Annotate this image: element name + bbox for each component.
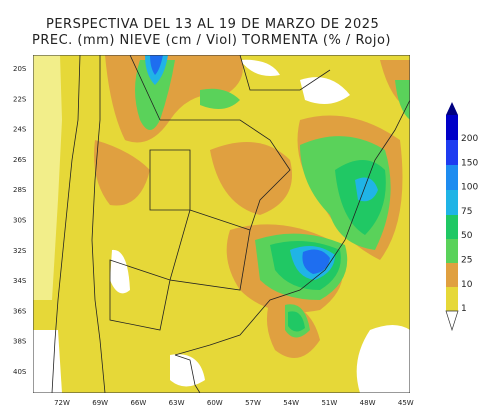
longitude-label: 54W (283, 399, 299, 407)
latitude-labels: 20S 22S 24S 26S 28S 30S 32S 34S 36S 38S 40S (13, 65, 27, 376)
longitude-label: 66W (130, 399, 146, 407)
longitude-label: 63W (169, 399, 185, 407)
latitude-label: 30S (13, 217, 27, 225)
latitude-label: 38S (13, 338, 27, 346)
longitude-label: 60W (207, 399, 223, 407)
colorbar-label: 25 (461, 256, 472, 266)
longitude-label: 51W (321, 399, 337, 407)
colorbar-label: 50 (461, 231, 473, 241)
longitude-label: 72W (54, 399, 70, 407)
title: PERSPECTIVA DEL 13 AL 19 DE MARZO DE 202… (46, 17, 379, 32)
latitude-label: 36S (13, 307, 27, 315)
latitude-label: 34S (13, 277, 27, 285)
latitude-label: 22S (13, 95, 27, 103)
subtitle: PREC. (mm) NIEVE (cm / Viol) TORMENTA (%… (32, 33, 391, 48)
latitude-label: 32S (13, 247, 27, 255)
latitude-label: 40S (13, 368, 27, 376)
longitude-label: 45W (398, 399, 414, 407)
longitude-labels: 72W 69W 66W 63W 60W 57W 54W 51W 48W 45W (54, 399, 414, 407)
latitude-label: 20S (13, 65, 27, 73)
colorbar-label: 75 (461, 207, 472, 217)
longitude-label: 69W (92, 399, 108, 407)
longitude-label: 48W (360, 399, 376, 407)
colorbar: 200 150 100 75 50 25 10 1 (445, 102, 478, 332)
colorbar-label: 1 (461, 304, 467, 314)
latitude-label: 26S (13, 156, 27, 164)
colorbar-label: 200 (461, 134, 478, 144)
precip-field (33, 55, 410, 393)
boundaries (51, 55, 410, 393)
colorbar-label: 100 (461, 183, 478, 193)
colorbar-label: 150 (461, 158, 478, 168)
colorbar-label: 10 (461, 280, 473, 290)
latitude-label: 24S (13, 126, 27, 134)
longitude-label: 57W (245, 399, 261, 407)
latitude-label: 28S (13, 186, 27, 194)
